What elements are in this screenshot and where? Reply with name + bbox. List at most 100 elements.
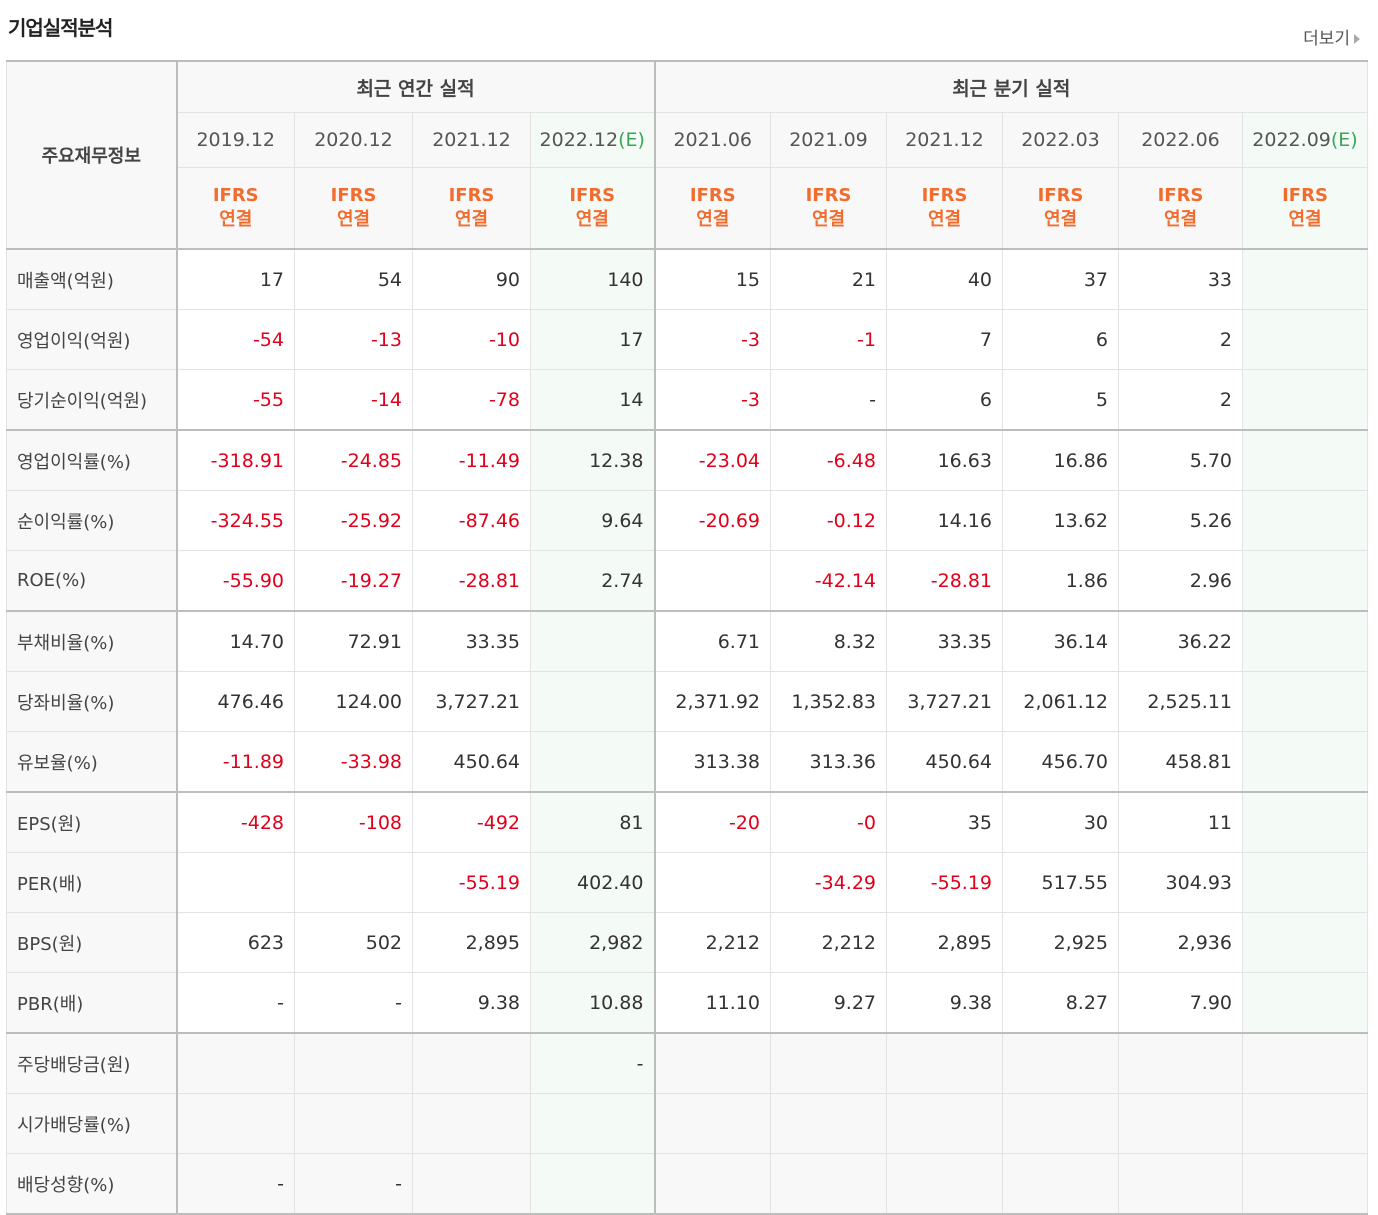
row-label: 영업이익(억원) (6, 309, 178, 370)
row-label: 영업이익률(%) (6, 429, 178, 491)
value-cell (176, 1032, 295, 1094)
value-cell: 2,895 (886, 912, 1003, 973)
value-cell (412, 1093, 531, 1154)
value-cell: 40 (886, 248, 1003, 310)
value-cell (886, 1093, 1003, 1154)
value-cell: -34.29 (770, 852, 887, 913)
estimate-label: (E) (618, 129, 645, 151)
value-cell: 30 (1002, 791, 1119, 853)
value-cell: 2 (1118, 309, 1243, 370)
table-row: 부채비율(%) 14.70 72.91 33.35 6.71 8.32 33.35 36.14… (6, 610, 1369, 672)
value-cell: -14 (294, 369, 413, 431)
value-cell: 16.86 (1002, 429, 1119, 491)
value-cell: 33 (1118, 248, 1243, 310)
value-cell: 140 (530, 248, 656, 310)
row-label: 당기순이익(억원) (6, 369, 178, 431)
value-cell: 90 (412, 248, 531, 310)
value-cell (1241, 1032, 1369, 1094)
value-cell: 2 (1118, 369, 1243, 431)
ifrs-consolidated: 연결 (811, 209, 846, 230)
value-cell: 54 (294, 248, 413, 310)
value-cell: 12.38 (530, 429, 656, 491)
value-cell: 8.32 (770, 610, 887, 672)
value-cell: 15 (654, 248, 771, 310)
ifrs-standard: IFRS (689, 185, 736, 206)
value-cell: -3 (654, 369, 771, 431)
value-cell: 124.00 (294, 671, 413, 732)
row-label: 유보율(%) (6, 731, 178, 793)
value-cell: 2,925 (1002, 912, 1119, 973)
value-cell: -20 (654, 791, 771, 853)
period-header: 2020.12 (294, 112, 413, 168)
value-cell (1241, 490, 1369, 551)
value-cell (530, 731, 656, 793)
value-cell: 37 (1002, 248, 1119, 310)
table-row: PER(배) -55.19 402.40 -34.29 -55.19 517.55 304.… (6, 852, 1369, 913)
value-cell: 33.35 (886, 610, 1003, 672)
value-cell: 16.63 (886, 429, 1003, 491)
period-header: 2021.06 (654, 112, 771, 168)
value-cell: 2,212 (654, 912, 771, 973)
ifrs-label: IFRS 연결 (886, 167, 1003, 250)
ifrs-standard: IFRS (330, 185, 377, 206)
table-row: 순이익률(%) -324.55 -25.92 -87.46 9.64 -20.69 -0.1… (6, 490, 1369, 551)
period-label: 2021.12 (432, 129, 511, 151)
value-cell (654, 550, 771, 612)
table-row: 당기순이익(억원) -55 -14 -78 14 -3-6 5 2 (6, 369, 1369, 431)
value-cell: 2.96 (1118, 550, 1243, 612)
value-cell: -55.19 (412, 852, 531, 913)
value-cell (1241, 550, 1369, 612)
ifrs-consolidated: 연결 (1288, 209, 1322, 230)
quarterly-group-header: 최근 분기 실적 (653, 60, 1369, 113)
period-label: 2020.12 (314, 129, 393, 151)
ifrs-label: IFRS 연결 (1118, 167, 1243, 250)
more-link[interactable]: 더보기 (1303, 24, 1360, 49)
value-cell (1118, 1093, 1243, 1154)
value-cell: 3,727.21 (886, 671, 1003, 732)
value-cell: 10.88 (530, 972, 656, 1034)
value-cell: -25.92 (294, 490, 413, 551)
table-row: 시가배당률(%) (6, 1093, 1369, 1154)
value-cell (1241, 610, 1369, 672)
period-header: 2022.09(E) (1241, 112, 1369, 168)
value-cell: -11.49 (412, 429, 531, 491)
value-cell: - (294, 972, 413, 1034)
value-cell: -24.85 (294, 429, 413, 491)
period-label: 2022.09 (1252, 129, 1331, 151)
table-row: 주당배당금(원) - (6, 1032, 1369, 1094)
value-cell: -19.27 (294, 550, 413, 612)
table-row: 당좌비율(%) 476.46 124.00 3,727.21 2,371.92 1,352… (6, 671, 1369, 732)
value-cell: 313.36 (770, 731, 887, 793)
value-cell: 81 (530, 791, 656, 853)
value-cell: 21 (770, 248, 887, 310)
row-label: 당좌비율(%) (6, 671, 178, 732)
value-cell: -6.48 (770, 429, 887, 491)
value-cell: -1 (770, 309, 887, 370)
value-cell: 9.27 (770, 972, 887, 1034)
value-cell: 72.91 (294, 610, 413, 672)
value-cell: 14 (530, 369, 656, 431)
annual-group-header: 최근 연간 실적 (176, 60, 656, 113)
value-cell: 623 (176, 912, 295, 973)
value-cell (176, 852, 295, 913)
value-cell (1241, 309, 1369, 370)
value-cell: 456.70 (1002, 731, 1119, 793)
value-cell: - (294, 1153, 413, 1215)
ifrs-consolidated: 연결 (1043, 209, 1078, 230)
value-cell: 7 (886, 309, 1003, 370)
value-cell (1241, 731, 1369, 793)
value-cell: 17 (530, 309, 656, 370)
value-cell: -428 (176, 791, 295, 853)
value-cell: 36.14 (1002, 610, 1119, 672)
ifrs-consolidated: 연결 (575, 209, 609, 230)
ifrs-standard: IFRS (1282, 185, 1328, 206)
ifrs-standard: IFRS (921, 185, 968, 206)
value-cell (1241, 671, 1369, 732)
value-cell (1241, 852, 1369, 913)
row-label: 주당배당금(원) (6, 1032, 178, 1094)
value-cell (654, 1032, 771, 1094)
ifrs-label: IFRS 연결 (294, 167, 413, 250)
ifrs-standard: IFRS (805, 185, 852, 206)
value-cell: 450.64 (886, 731, 1003, 793)
ifrs-standard: IFRS (1037, 185, 1084, 206)
